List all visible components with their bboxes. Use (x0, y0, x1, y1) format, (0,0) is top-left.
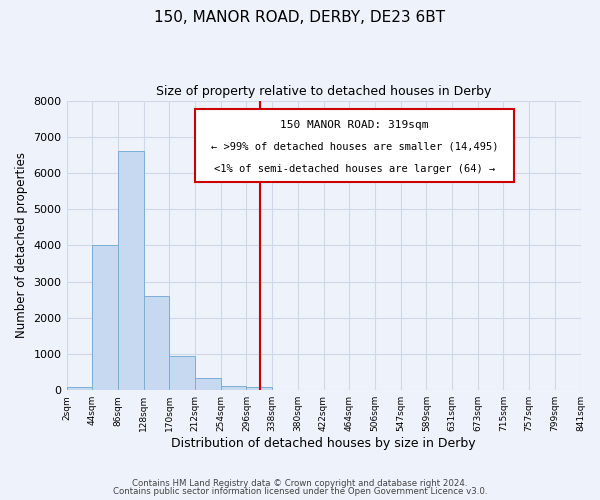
Text: Contains public sector information licensed under the Open Government Licence v3: Contains public sector information licen… (113, 487, 487, 496)
Bar (118, 151, 143, 390)
Text: ← >99% of detached houses are smaller (14,495): ← >99% of detached houses are smaller (1… (211, 142, 498, 152)
Bar (195, 378, 221, 390)
Bar (67, 388, 92, 390)
Title: Size of property relative to detached houses in Derby: Size of property relative to detached ho… (156, 85, 491, 98)
Y-axis label: Number of detached properties: Number of detached properties (15, 152, 28, 338)
Bar (221, 386, 247, 390)
Text: <1% of semi-detached houses are larger (64) →: <1% of semi-detached houses are larger (… (214, 164, 495, 173)
X-axis label: Distribution of detached houses by size in Derby: Distribution of detached houses by size … (171, 437, 476, 450)
Bar (143, 296, 169, 390)
Bar (247, 388, 272, 390)
Text: 150, MANOR ROAD, DERBY, DE23 6BT: 150, MANOR ROAD, DERBY, DE23 6BT (154, 10, 446, 25)
Bar (92, 246, 118, 390)
Text: 150 MANOR ROAD: 319sqm: 150 MANOR ROAD: 319sqm (280, 120, 428, 130)
Bar (169, 356, 195, 390)
Text: Contains HM Land Registry data © Crown copyright and database right 2024.: Contains HM Land Registry data © Crown c… (132, 478, 468, 488)
